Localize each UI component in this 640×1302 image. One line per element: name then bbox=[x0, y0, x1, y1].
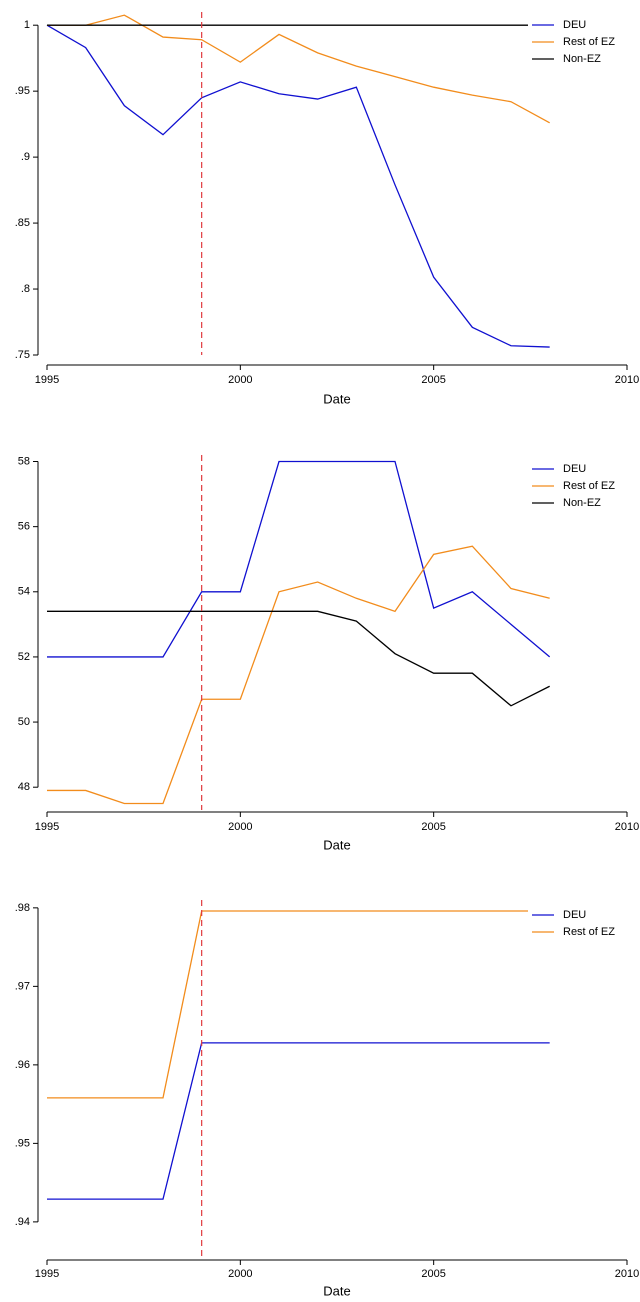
legend-label: Non-EZ bbox=[563, 497, 601, 509]
y-tick-label: .96 bbox=[15, 1059, 30, 1071]
series-line bbox=[47, 460, 551, 658]
legend: DEU Rest of EZ Non-EZ bbox=[528, 460, 627, 515]
y-tick-label: 48 bbox=[18, 781, 30, 793]
y-tick-label: .95 bbox=[15, 85, 30, 97]
y-tick-label: 58 bbox=[18, 455, 30, 467]
y-tick-label: .8 bbox=[21, 283, 30, 295]
x-tick-label: 2010 bbox=[615, 1268, 639, 1280]
y-tick-label: .95 bbox=[15, 1137, 30, 1149]
series-line bbox=[47, 910, 550, 1099]
series-line bbox=[47, 545, 550, 805]
y-tick-label: .94 bbox=[15, 1216, 30, 1228]
y-tick-label: .97 bbox=[15, 980, 30, 992]
series-line bbox=[47, 1042, 550, 1200]
y-tick-label: 54 bbox=[18, 586, 30, 598]
x-tick-label: 2000 bbox=[228, 821, 252, 833]
x-tick-label: 2005 bbox=[421, 374, 445, 386]
x-tick-label: 1995 bbox=[35, 374, 59, 386]
legend-label: Rest of EZ bbox=[563, 36, 615, 48]
y-tick-label: .75 bbox=[15, 349, 30, 361]
series-line bbox=[47, 610, 550, 707]
legend-label: DEU bbox=[563, 19, 586, 31]
y-tick-label: 50 bbox=[18, 716, 30, 728]
legend: DEU Rest of EZ bbox=[528, 906, 627, 943]
x-axis-label: Date bbox=[323, 837, 350, 852]
y-tick-label: .9 bbox=[21, 151, 30, 163]
y-tick-label: 52 bbox=[18, 651, 30, 663]
x-tick-label: 2005 bbox=[421, 821, 445, 833]
x-tick-label: 2000 bbox=[228, 1268, 252, 1280]
legend-box bbox=[528, 906, 627, 943]
x-tick-label: 2005 bbox=[421, 1268, 445, 1280]
x-tick-label: 1995 bbox=[35, 1268, 59, 1280]
legend-label: DEU bbox=[563, 909, 586, 921]
y-tick-label: 1 bbox=[24, 19, 30, 31]
y-tick-label: 56 bbox=[18, 521, 30, 533]
legend-label: DEU bbox=[563, 463, 586, 475]
y-tick-label: .85 bbox=[15, 217, 30, 229]
legend-label: Non-EZ bbox=[563, 53, 601, 65]
y-tick-label: .98 bbox=[15, 902, 30, 914]
series-line bbox=[47, 14, 550, 124]
legend-label: Rest of EZ bbox=[563, 480, 615, 492]
x-tick-label: 1995 bbox=[35, 821, 59, 833]
legend-label: Rest of EZ bbox=[563, 926, 615, 938]
x-axis-label: Date bbox=[323, 1283, 350, 1298]
legend: DEU Rest of EZ Non-EZ bbox=[528, 16, 627, 71]
x-tick-label: 2010 bbox=[615, 821, 639, 833]
series-line bbox=[46, 24, 550, 348]
x-tick-label: 2010 bbox=[615, 374, 639, 386]
x-axis-label: Date bbox=[323, 391, 350, 406]
x-tick-label: 2000 bbox=[228, 374, 252, 386]
